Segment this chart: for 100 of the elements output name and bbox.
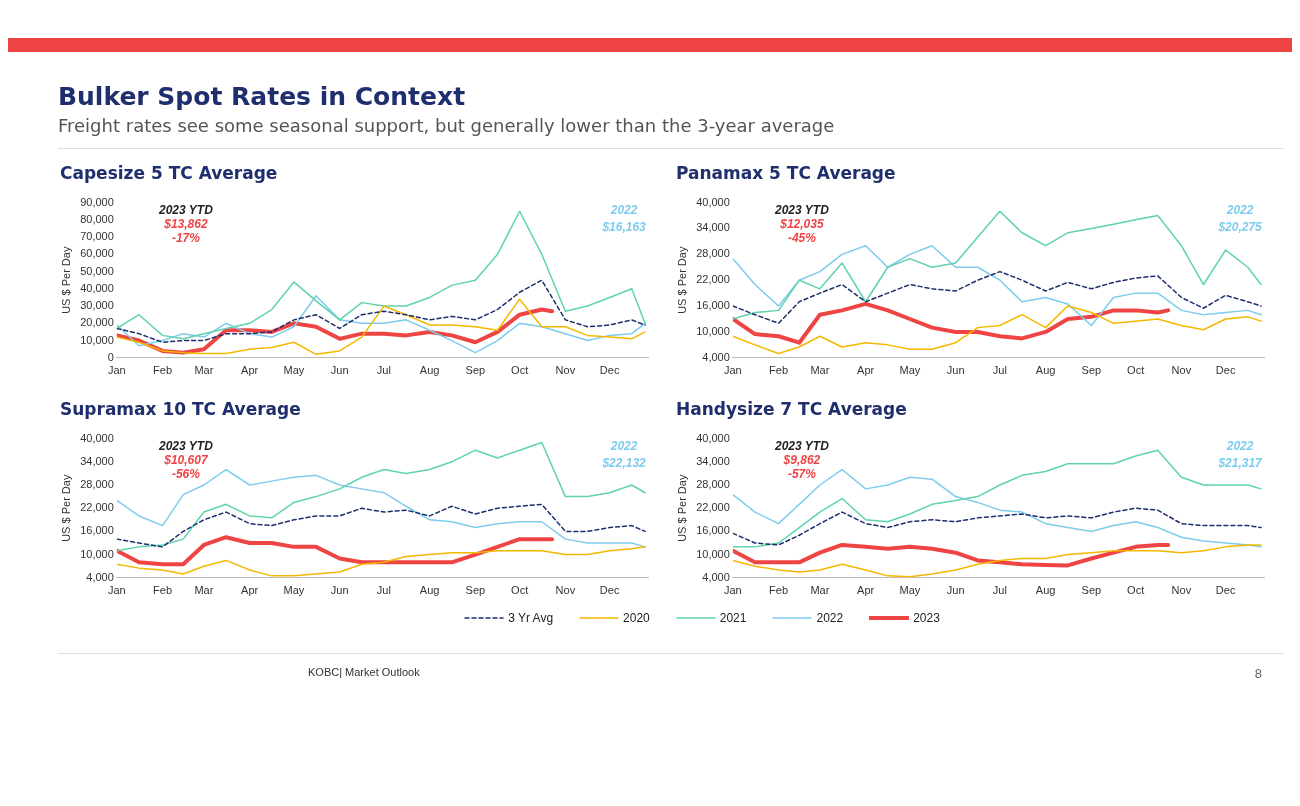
y-tick-label: 22,000 bbox=[696, 273, 730, 286]
x-tick-label: Apr bbox=[241, 364, 259, 377]
annotation: $9,862 bbox=[782, 452, 821, 467]
x-tick-label: Nov bbox=[1171, 584, 1192, 597]
x-tick-label: Oct bbox=[1127, 364, 1145, 377]
y-tick-label: 4,000 bbox=[702, 570, 730, 583]
annotation: -56% bbox=[171, 466, 201, 481]
x-tick-label: Jul bbox=[376, 584, 391, 597]
y-tick-label: 4,000 bbox=[702, 350, 730, 363]
x-tick-label: Sep bbox=[465, 584, 486, 597]
y-tick-label: 10,000 bbox=[696, 324, 730, 337]
x-tick-label: Apr bbox=[857, 364, 875, 377]
y-tick-label: 16,000 bbox=[80, 524, 114, 537]
x-tick-label: Aug bbox=[419, 584, 440, 597]
x-tick-label: Nov bbox=[555, 584, 576, 597]
annotation: $16,163 bbox=[601, 219, 647, 234]
y-tick-label: 20,000 bbox=[80, 316, 114, 329]
x-tick-label: Mar bbox=[810, 364, 830, 377]
x-tick-label: Dec bbox=[1215, 584, 1236, 597]
x-tick-label: Aug bbox=[419, 364, 440, 377]
x-tick-label: Jul bbox=[992, 584, 1007, 597]
x-tick-label: Feb bbox=[769, 364, 789, 377]
x-tick-label: May bbox=[899, 584, 921, 597]
y-tick-label: 22,000 bbox=[80, 501, 114, 514]
chart-title: Capesize 5 TC Average bbox=[60, 163, 279, 183]
legend-label: 2021 bbox=[719, 611, 747, 625]
x-tick-label: Mar bbox=[194, 364, 214, 377]
y-tick-label: 34,000 bbox=[80, 454, 114, 467]
y-tick-label: 28,000 bbox=[80, 478, 114, 491]
y-tick-label: 16,000 bbox=[696, 299, 730, 312]
y-tick-label: 10,000 bbox=[696, 547, 730, 560]
x-tick-label: Jul bbox=[992, 364, 1007, 377]
line-series bbox=[732, 507, 1262, 546]
y-tick-label: 10,000 bbox=[80, 333, 114, 346]
annotation: $20,275 bbox=[1217, 219, 1263, 234]
x-tick-label: May bbox=[899, 364, 921, 377]
y-tick-label: 34,000 bbox=[696, 221, 730, 234]
y-tick-label: 40,000 bbox=[80, 431, 114, 444]
y-tick-label: 90,000 bbox=[80, 195, 114, 208]
x-tick-label: Jun bbox=[946, 364, 965, 377]
y-tick-label: 50,000 bbox=[80, 264, 114, 277]
x-tick-label: Oct bbox=[511, 584, 529, 597]
text: Bulker Spot Rates in Context bbox=[58, 82, 467, 111]
x-tick-label: Jan bbox=[107, 584, 126, 597]
x-tick-label: Feb bbox=[769, 584, 789, 597]
y-axis-title: US $ Per Day bbox=[675, 474, 688, 542]
x-tick-label: Jan bbox=[107, 364, 126, 377]
legend-label: 2023 bbox=[913, 611, 940, 625]
line-series bbox=[116, 503, 646, 548]
x-tick-label: Nov bbox=[1171, 364, 1192, 377]
y-tick-label: 10,000 bbox=[80, 547, 114, 560]
text: 8 bbox=[1254, 666, 1262, 681]
y-tick-label: 40,000 bbox=[696, 195, 730, 208]
x-tick-label: Feb bbox=[153, 364, 173, 377]
annotation: -57% bbox=[787, 466, 817, 481]
legend-label: 2022 bbox=[816, 611, 844, 625]
chart-title: Handysize 7 TC Average bbox=[676, 399, 908, 419]
x-tick-label: Sep bbox=[1081, 584, 1102, 597]
x-tick-label: Jan bbox=[723, 364, 742, 377]
annotation: 2022 bbox=[1225, 438, 1254, 453]
x-tick-label: Jun bbox=[330, 364, 349, 377]
text: KOBC| Market Outlook bbox=[308, 666, 420, 680]
chart-title: Supramax 10 TC Average bbox=[60, 399, 302, 419]
x-tick-label: Jun bbox=[946, 584, 965, 597]
y-tick-label: 40,000 bbox=[696, 431, 730, 444]
annotation: 2023 YTD bbox=[773, 202, 830, 217]
x-tick-label: Oct bbox=[511, 364, 529, 377]
x-tick-label: Dec bbox=[1215, 364, 1236, 377]
x-tick-label: May bbox=[283, 364, 305, 377]
annotation: $21,317 bbox=[1217, 455, 1264, 470]
y-axis-title: US $ Per Day bbox=[59, 474, 72, 542]
x-tick-label: Aug bbox=[1035, 364, 1056, 377]
text: Freight rates see some seasonal support, but generally lower than the 3-year average bbox=[58, 115, 836, 136]
y-tick-label: 34,000 bbox=[696, 454, 730, 467]
y-tick-label: 70,000 bbox=[80, 230, 114, 243]
y-tick-label: 30,000 bbox=[80, 299, 114, 312]
y-tick-label: 28,000 bbox=[696, 478, 730, 491]
x-tick-label: Oct bbox=[1127, 584, 1145, 597]
x-tick-label: Apr bbox=[857, 584, 875, 597]
annotation: $22,132 bbox=[601, 455, 647, 470]
annotation: 2022 bbox=[609, 202, 638, 217]
x-tick-label: Jan bbox=[723, 584, 742, 597]
x-tick-label: Apr bbox=[241, 584, 259, 597]
x-tick-label: Nov bbox=[555, 364, 576, 377]
annotation: 2022 bbox=[609, 438, 638, 453]
annotation: -45% bbox=[787, 230, 817, 245]
annotation: 2023 YTD bbox=[157, 202, 214, 217]
y-tick-label: 40,000 bbox=[80, 281, 114, 294]
legend-label: 2020 bbox=[623, 611, 650, 625]
x-tick-label: Jun bbox=[330, 584, 349, 597]
annotation: 2023 YTD bbox=[157, 438, 214, 453]
y-tick-label: 60,000 bbox=[80, 247, 114, 260]
y-axis-title: US $ Per Day bbox=[675, 246, 688, 314]
x-tick-label: Aug bbox=[1035, 584, 1056, 597]
x-tick-label: Mar bbox=[810, 584, 830, 597]
y-tick-label: 16,000 bbox=[696, 524, 730, 537]
x-tick-label: Dec bbox=[599, 584, 620, 597]
x-tick-label: May bbox=[283, 584, 305, 597]
annotation: $10,607 bbox=[163, 452, 209, 467]
line-series bbox=[116, 279, 646, 344]
